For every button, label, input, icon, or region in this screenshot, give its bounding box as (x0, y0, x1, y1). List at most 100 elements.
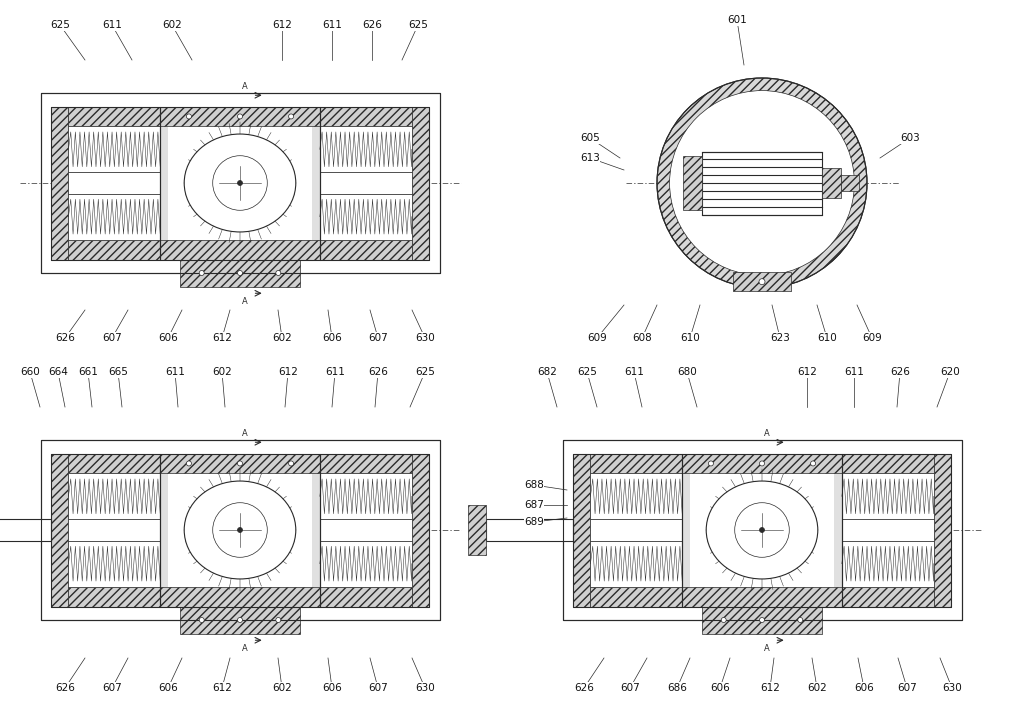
Bar (69, 454, 160, 473)
Bar (160, 126, 319, 240)
Text: 612: 612 (797, 367, 817, 377)
Bar (160, 107, 319, 259)
Bar (51, 107, 160, 259)
Circle shape (811, 461, 815, 466)
Text: 625: 625 (578, 367, 597, 377)
Circle shape (657, 78, 867, 288)
Circle shape (760, 461, 765, 466)
Text: 612: 612 (272, 20, 292, 30)
Bar (41, 93, 439, 273)
Circle shape (186, 114, 191, 119)
Text: 623: 623 (770, 333, 790, 343)
Text: 661: 661 (78, 367, 98, 377)
Text: 606: 606 (158, 333, 178, 343)
Text: 630: 630 (415, 683, 435, 693)
Bar (842, 587, 934, 606)
Bar (733, 272, 791, 291)
Bar (485, 519, 573, 540)
Text: 610: 610 (680, 333, 699, 343)
Circle shape (275, 271, 281, 275)
Bar (319, 107, 412, 126)
Text: 602: 602 (807, 683, 826, 693)
Text: 612: 612 (760, 683, 780, 693)
Text: 607: 607 (368, 333, 388, 343)
Bar (168, 126, 312, 240)
Bar (690, 473, 834, 587)
Bar (69, 519, 160, 540)
Bar (41, 440, 439, 620)
Text: 664: 664 (48, 367, 68, 377)
Bar (160, 587, 319, 606)
Text: 688: 688 (524, 480, 544, 490)
Text: 620: 620 (940, 367, 959, 377)
Bar (51, 454, 160, 606)
Ellipse shape (184, 134, 296, 232)
Text: 606: 606 (158, 683, 178, 693)
Text: 607: 607 (102, 683, 122, 693)
Text: 625: 625 (50, 20, 70, 30)
Bar (69, 540, 160, 587)
Bar (160, 454, 319, 473)
Bar (319, 473, 412, 519)
Bar (319, 172, 412, 193)
Text: 602: 602 (162, 20, 182, 30)
Bar (682, 454, 842, 473)
Bar (562, 440, 962, 620)
Text: A: A (242, 297, 248, 306)
Circle shape (670, 90, 854, 275)
Text: 606: 606 (854, 683, 873, 693)
Text: 607: 607 (368, 683, 388, 693)
Text: 603: 603 (900, 133, 920, 143)
Bar (842, 519, 934, 540)
Ellipse shape (707, 481, 818, 579)
Text: A: A (242, 82, 248, 91)
Bar (562, 440, 962, 620)
Bar (319, 540, 412, 587)
Text: 626: 626 (574, 683, 594, 693)
Text: 626: 626 (55, 683, 75, 693)
Bar (319, 587, 412, 606)
Circle shape (721, 618, 726, 622)
Bar (180, 259, 300, 287)
Bar (319, 107, 429, 259)
Bar (591, 540, 682, 587)
Text: 606: 606 (323, 333, 342, 343)
Bar (160, 240, 319, 259)
Bar (842, 454, 951, 606)
Bar (591, 473, 682, 519)
Bar (69, 107, 160, 126)
Text: 611: 611 (325, 367, 345, 377)
Circle shape (238, 461, 243, 466)
Text: 607: 607 (897, 683, 916, 693)
Text: 611: 611 (844, 367, 864, 377)
Text: 613: 613 (580, 153, 600, 163)
Bar (682, 454, 842, 606)
Text: 602: 602 (272, 333, 292, 343)
Text: 630: 630 (942, 683, 962, 693)
Circle shape (289, 461, 294, 466)
Text: 611: 611 (624, 367, 644, 377)
Text: 612: 612 (279, 367, 298, 377)
Bar (319, 193, 412, 240)
Bar (683, 156, 701, 210)
Circle shape (238, 180, 243, 186)
Text: 689: 689 (524, 517, 544, 527)
Circle shape (760, 618, 765, 622)
Bar (573, 454, 591, 606)
Circle shape (200, 618, 204, 622)
Circle shape (238, 618, 243, 622)
Bar (69, 193, 160, 240)
Text: 609: 609 (587, 333, 607, 343)
Bar (702, 606, 822, 634)
Text: 606: 606 (323, 683, 342, 693)
Bar (168, 473, 312, 587)
Text: 612: 612 (212, 683, 232, 693)
Bar (69, 126, 160, 172)
Text: 682: 682 (537, 367, 557, 377)
Text: A: A (764, 429, 769, 438)
Ellipse shape (184, 481, 296, 579)
Text: 602: 602 (212, 367, 231, 377)
Circle shape (275, 618, 281, 622)
Text: 601: 601 (727, 15, 746, 25)
Circle shape (213, 156, 267, 210)
